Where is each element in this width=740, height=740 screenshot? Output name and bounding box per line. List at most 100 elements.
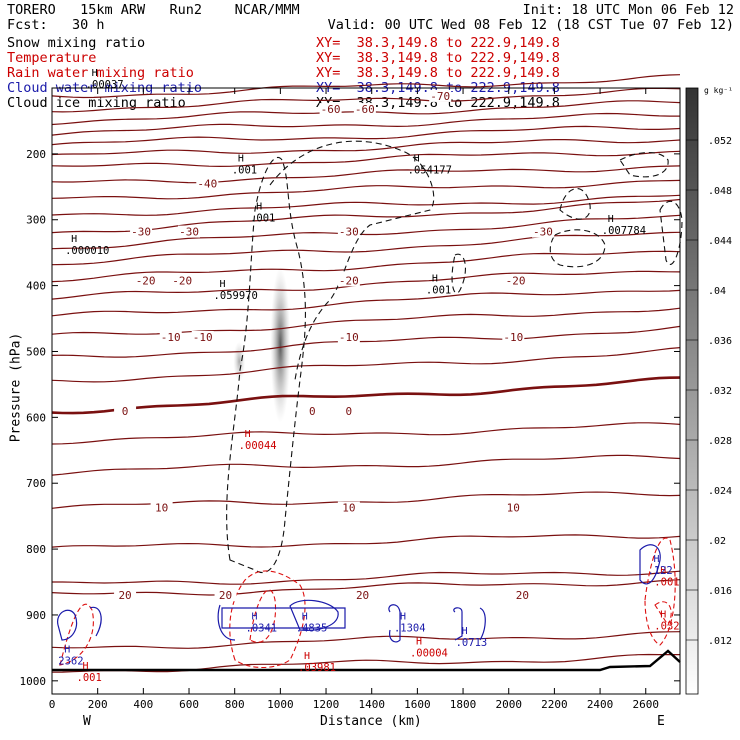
isotherm-line (51, 165, 681, 184)
y-tick-label: 1000 (20, 675, 47, 688)
x-tick-label: 800 (225, 698, 245, 711)
colorbar-tick-label: .052 (708, 136, 732, 147)
isotherm-label-bg (337, 330, 360, 343)
cloud-water-contour (639, 544, 661, 585)
isotherm-label-bg (114, 589, 137, 602)
snow-contour (451, 253, 466, 294)
isotherm-label: 0 (309, 405, 316, 418)
field-xy-cloud-ice: XY= 38.3,149.8 to 222.9,149.8 (316, 95, 560, 111)
rain-contour (249, 589, 277, 643)
max-marker-h: H (220, 279, 226, 290)
colorbar-tick-label: .036 (708, 336, 732, 347)
max-marker-h: H (414, 154, 420, 165)
max-value-label: .00004 (410, 647, 448, 659)
cloud-water-contour (453, 607, 463, 641)
isotherm-label-bg (337, 501, 360, 514)
max-marker-h: H (302, 611, 308, 622)
max-value-label: 2362 (58, 655, 83, 667)
isotherm-label: -10 (503, 331, 523, 344)
snow-contour (226, 157, 306, 574)
isotherm-label: 0 (122, 405, 129, 418)
isotherm-label: 20 (356, 589, 369, 602)
isotherm-line (51, 125, 681, 146)
isotherm-line (51, 422, 681, 445)
y-tick-label: 200 (26, 148, 46, 161)
colorbar-tick-label: .02 (708, 536, 726, 547)
isotherm-line (51, 631, 681, 649)
field-xy-temperature: XY= 38.3,149.8 to 222.9,149.8 (316, 50, 560, 66)
max-value-label: .001 (250, 213, 275, 225)
isotherm-label-bg (531, 225, 554, 238)
header-line1-left: TORERO 15km ARW Run2 NCAR/MMM (7, 2, 300, 18)
cloud-water-contour (221, 607, 346, 629)
isotherm-line (51, 112, 680, 136)
snow-shading-core (270, 266, 291, 423)
field-label-cloud-ice: Cloud ice mixing ratio (7, 95, 186, 111)
isotherm-line (51, 534, 681, 548)
max-value-label: .001 (426, 285, 451, 297)
max-marker-h: H (256, 202, 262, 213)
isotherm-label: 10 (155, 502, 168, 515)
isotherm-label: -20 (172, 274, 192, 287)
isotherm-label-bg (337, 404, 360, 417)
y-tick-label: 600 (26, 411, 46, 424)
rain-contour (59, 603, 94, 666)
snow-contour (269, 140, 435, 381)
isotherm-label-bg (150, 501, 173, 514)
snow-contour (559, 188, 591, 220)
max-marker-h: H (400, 611, 406, 622)
isotherm-label-bg (130, 225, 153, 238)
header-line1-right: Init: 18 UTC Mon 06 Feb 12 (522, 2, 734, 18)
colorbar-tick-label: .012 (708, 636, 732, 647)
y-tick-label: 500 (26, 345, 46, 358)
max-value-label: .4835 (296, 622, 328, 634)
x-tick-label: 200 (88, 698, 108, 711)
max-value-label: .000010 (65, 245, 109, 257)
snow-contour (619, 151, 669, 178)
x-tick-label: 2200 (541, 698, 568, 711)
colorbar-tick-label: .024 (708, 486, 732, 497)
cloud-water-contour (57, 609, 78, 641)
isotherm-label: -20 (506, 274, 526, 287)
isotherm-label: -40 (197, 178, 217, 191)
x-tick-label: 400 (133, 698, 153, 711)
isotherm-line (51, 214, 681, 250)
isotherm-label-bg (301, 404, 324, 417)
max-value-label: .001 (232, 165, 257, 177)
isotherm-line (51, 198, 681, 234)
y-tick-label: 900 (26, 609, 46, 622)
max-value-label: .007784 (602, 225, 646, 237)
max-value-label: .059970 (214, 290, 258, 302)
colorbar (685, 87, 699, 695)
isotherm-line (51, 87, 681, 113)
x-tick-label: 2400 (587, 698, 614, 711)
isotherm-label: -20 (136, 274, 156, 287)
isotherm-line (51, 194, 681, 216)
cloud-water-contour (217, 604, 236, 641)
max-marker-h: H (660, 609, 666, 620)
max-marker-h: H (416, 636, 422, 647)
isotherm-label-bg (134, 274, 157, 287)
x-tick-label: 1600 (404, 698, 431, 711)
cloud-water-contour (89, 606, 102, 637)
x-tick-label: 1400 (358, 698, 385, 711)
colorbar-tick-label: .04 (708, 286, 726, 297)
max-value-label: .00037 (86, 79, 124, 91)
isotherm-line (51, 653, 680, 673)
y-tick-label: 300 (26, 214, 46, 227)
max-marker-h: H (432, 274, 438, 285)
rain-contour (229, 570, 306, 669)
x-tick-label: 1000 (267, 698, 294, 711)
max-marker-h: H (245, 429, 251, 440)
isotherm-label-bg (337, 225, 360, 238)
isotherm-label: 0 (346, 405, 353, 418)
y-tick-label: 400 (26, 280, 46, 293)
isotherm-label: 20 (516, 589, 529, 602)
isotherm-label-bg (353, 103, 376, 116)
max-marker-h: H (64, 644, 70, 655)
isotherm-line (51, 270, 681, 300)
isotherm-line (51, 150, 681, 168)
field-label-temperature: Temperature (7, 50, 97, 66)
isotherm-label: -60 (321, 103, 341, 116)
max-marker-h: H (71, 234, 77, 245)
